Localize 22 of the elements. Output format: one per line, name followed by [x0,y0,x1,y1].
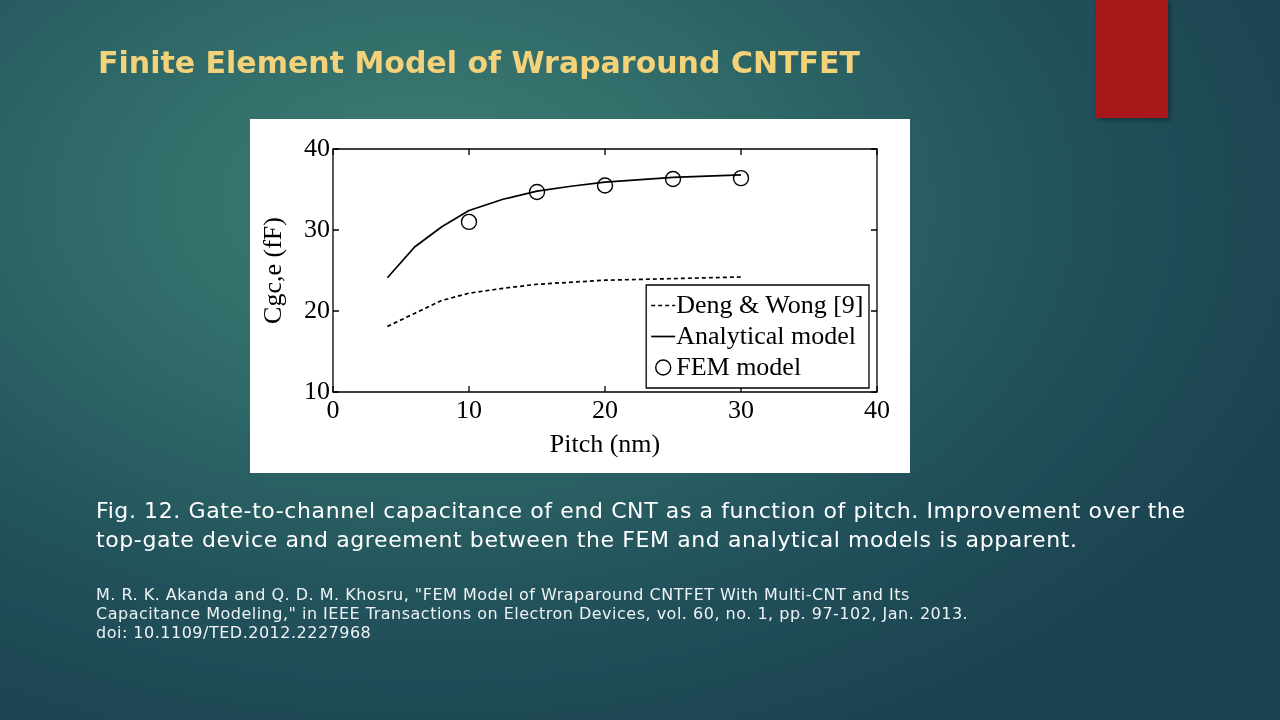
point [528,183,546,201]
x-tick-label: 10 [456,395,482,425]
legend-label: FEM model [676,352,802,382]
x-tick-label: 40 [864,395,890,425]
point [664,170,682,188]
chart-title: Finite Element Model of Wraparound CNTFET [98,44,860,82]
y-tick-label: 20 [304,294,330,324]
caption: Fig. 12. Gate-to-channel capacitance of end CNT as a function of pitch. Improvement over the top-gate device and agreement between the FEM and analytical models is apparent. [96,497,1187,554]
x-tick-label: 30 [728,395,754,425]
text: doi: 10.1109/TED.2012.2227968 [96,623,373,642]
x-tick-label: 20 [592,395,618,425]
point [732,169,750,187]
y-tick-label: 30 [304,213,330,243]
line-series [386,276,742,328]
x-axis-title: Pitch (nm) [549,429,661,459]
point [596,177,614,194]
legend-label: Analytical model [676,321,856,351]
point [460,213,478,231]
legend-label: Deng & Wong [9] [676,290,864,320]
y-tick-label: 40 [304,132,330,162]
text: M. R. K. Akanda and Q. D. M. Khosru, "FEM Model of Wraparound CNTFET With Multi-CNT and Its Capacitance Modeling," in IEEE Transactions on Electron Devices, vol. 60, no. 1, pp. 97-102, Jan. 2013. [96,585,970,623]
y-axis-title: Cgc,e (fF) [258,217,288,324]
